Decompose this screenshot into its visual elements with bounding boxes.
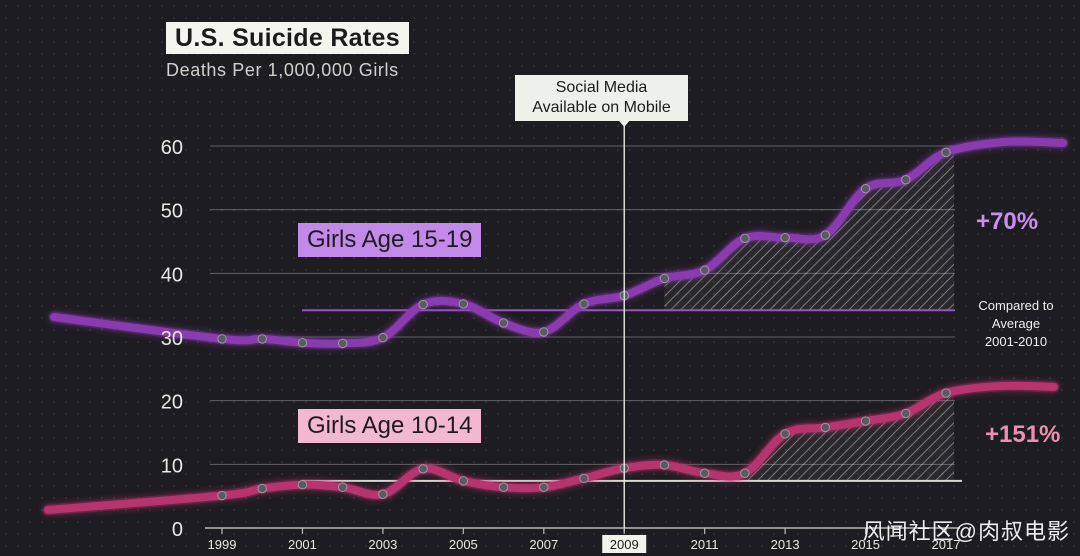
data-point-15-19 [941,147,951,158]
callout-pointer [619,121,630,127]
y-tick-label: 30 [161,328,183,350]
y-tick-label: 60 [161,137,183,159]
watermark: 风闻社区@肉叔电影 [862,519,1070,544]
social-media-callout: Social Media Available on Mobile [515,75,688,121]
data-point-15-19 [217,334,227,344]
hatched-increase-area-15-19 [664,152,954,311]
y-tick-label: 10 [161,455,183,477]
x-tick-label: 1999 [208,537,237,552]
data-point-15-19 [699,265,710,275]
y-tick-label: 0 [172,519,183,541]
data-point-10-14 [941,388,951,398]
data-point-15-19 [337,338,348,349]
y-tick-label: 20 [161,392,183,414]
change-label-10-14: +151% [985,421,1061,448]
data-point-10-14 [780,429,790,439]
x-tick-highlight [602,535,647,553]
data-point-10-14 [297,480,308,490]
data-point-10-14 [418,464,428,474]
data-point-15-19 [579,299,589,309]
data-point-10-14 [378,489,388,499]
data-point-15-19 [498,318,509,328]
x-tick-label: 2009 [610,537,639,552]
data-point-15-19 [257,334,267,344]
x-tick-label: 2005 [449,537,478,552]
data-point-10-14 [579,473,589,484]
data-point-15-19 [458,299,469,309]
data-point-15-19 [780,232,790,243]
change-label-15-19: +70% [976,208,1039,235]
data-point-10-14 [659,460,670,470]
data-point-15-19 [740,233,750,244]
x-tick-label: 2003 [368,537,397,552]
data-point-15-19 [378,332,388,343]
x-tick-label: 2011 [691,537,719,552]
hatched-increase-area-10-14 [724,393,954,481]
callout-text: Social Media Available on Mobile [532,79,671,116]
data-point-10-14 [820,422,831,433]
data-point-10-14 [539,482,549,492]
x-tick-label: 2015 [851,537,880,552]
data-point-10-14 [901,408,911,419]
data-point-10-14 [699,468,710,478]
data-point-10-14 [217,490,227,501]
x-tick-label: 2017 [932,537,961,552]
x-tick-label: 2007 [529,537,558,552]
data-point-10-14 [458,476,469,486]
reference-note: Compared to Average 2001-2010 [978,298,1054,349]
data-point-15-19 [418,299,428,310]
y-tick-label: 40 [161,264,183,286]
data-point-15-19 [901,175,911,185]
data-point-10-14 [740,468,750,478]
x-tick-label: 2013 [771,537,800,552]
data-point-15-19 [659,273,670,284]
chart-title: U.S. Suicide Rates [166,22,409,54]
series-label-girls-15-19: Girls Age 15-19 [298,223,482,257]
series-label-girls-10-14: Girls Age 10-14 [298,409,482,443]
chart-subtitle: Deaths Per 1,000,000 Girls [166,60,399,80]
data-point-15-19 [539,327,549,337]
data-point-15-19 [860,183,871,194]
x-tick-label: 2001 [288,537,317,552]
data-point-15-19 [297,338,308,348]
data-point-10-14 [498,482,509,492]
data-point-10-14 [337,482,348,492]
data-point-15-19 [820,230,831,240]
data-point-10-14 [860,416,871,426]
data-point-10-14 [257,483,267,494]
y-tick-label: 50 [161,201,183,223]
